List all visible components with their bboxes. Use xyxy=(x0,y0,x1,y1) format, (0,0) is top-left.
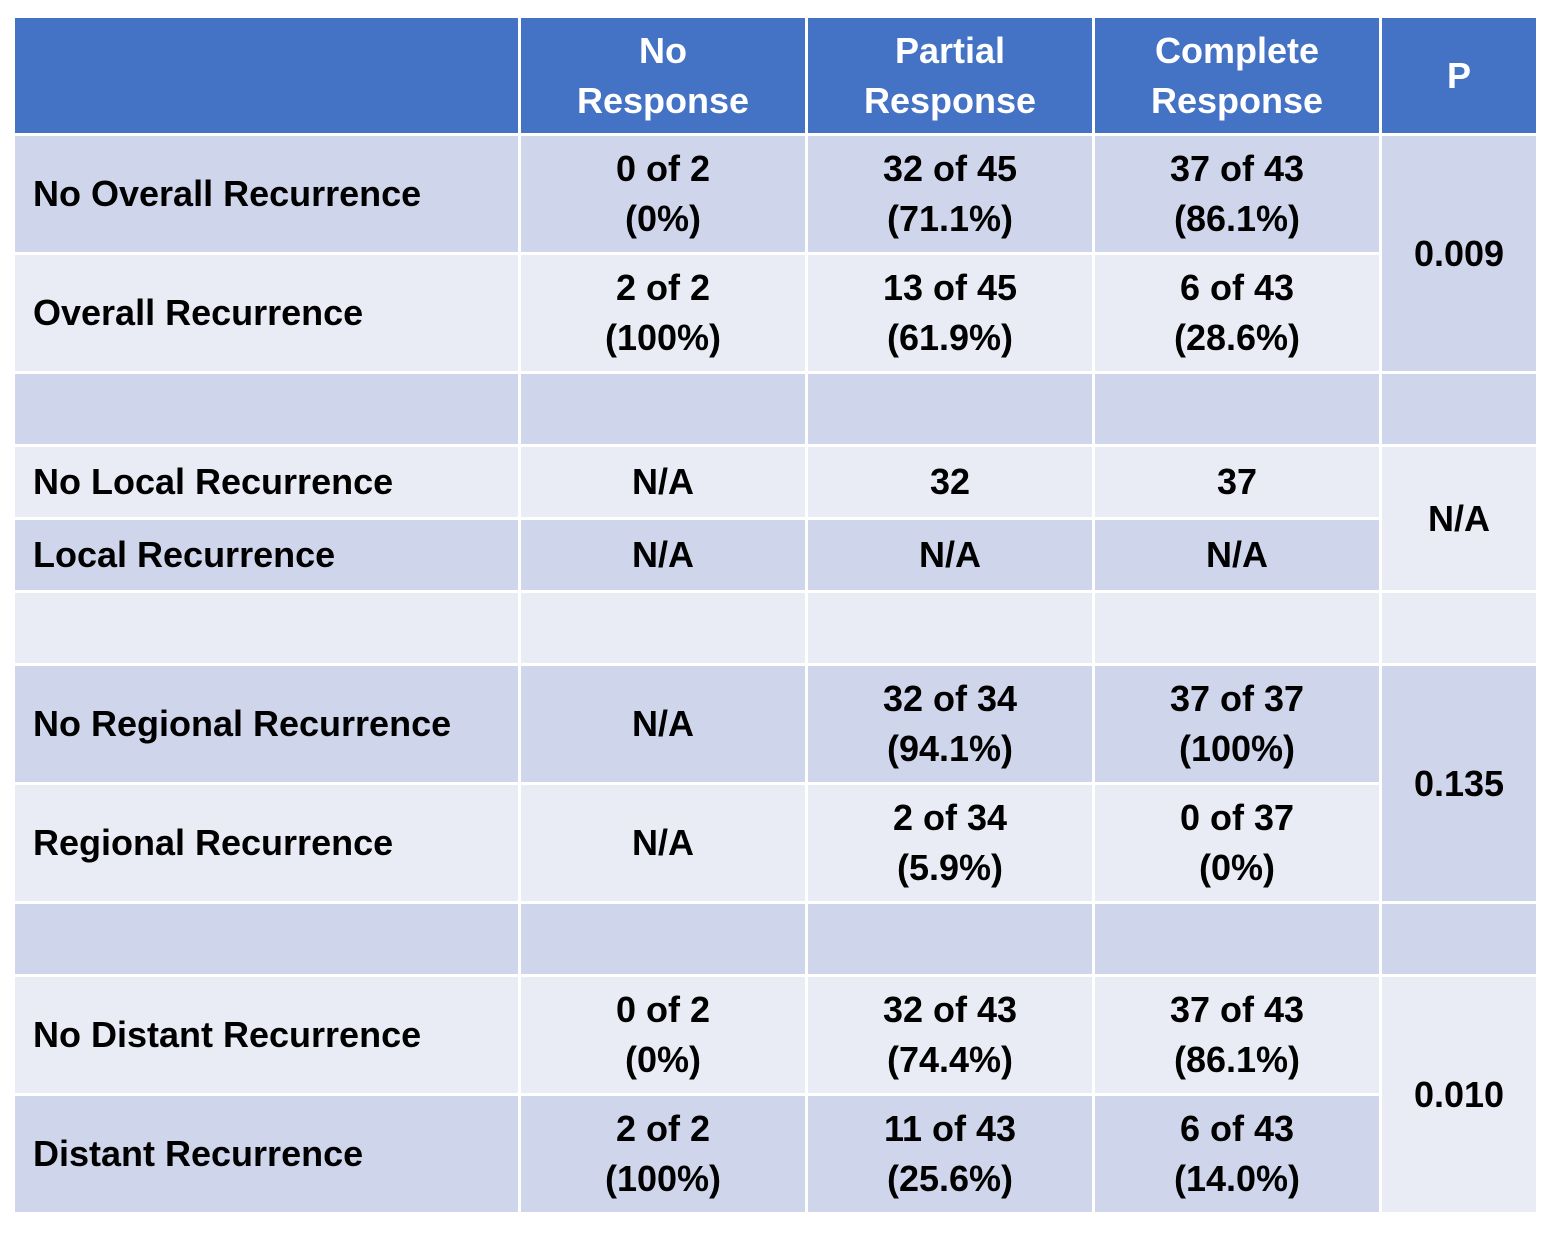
header-blank xyxy=(12,15,521,136)
table-row: Distant Recurrence 2 of 2 (100%) 11 of 4… xyxy=(12,1093,1538,1215)
partial-response-cell: 32 xyxy=(805,444,1095,520)
row-label: Local Recurrence xyxy=(12,517,521,593)
header-row: No Response Partial Response Complete Re… xyxy=(12,15,1539,136)
table-row: Overall Recurrence 2 of 2 (100%) 13 of 4… xyxy=(12,252,1538,374)
spacer-cell xyxy=(518,901,808,977)
complete-response-cell: 37 of 43 (86.1%) xyxy=(1092,974,1382,1096)
header-partial-response: Partial Response xyxy=(805,15,1095,136)
no-response-cell: N/A xyxy=(518,517,808,593)
complete-response-cell: 37 xyxy=(1092,444,1382,520)
partial-response-cell: 2 of 34 (5.9%) xyxy=(805,782,1095,904)
spacer-cell xyxy=(1379,901,1539,977)
complete-response-cell: 6 of 43 (14.0%) xyxy=(1092,1093,1382,1215)
spacer-cell xyxy=(518,590,808,666)
complete-response-cell: N/A xyxy=(1092,517,1382,593)
partial-response-cell: 32 of 45 (71.1%) xyxy=(805,133,1095,255)
recurrence-table: No Response Partial Response Complete Re… xyxy=(12,15,1539,1215)
spacer-cell xyxy=(805,901,1095,977)
row-label: No Local Recurrence xyxy=(12,444,521,520)
spacer-cell xyxy=(1379,590,1539,666)
partial-response-cell: 13 of 45 (61.9%) xyxy=(805,252,1095,374)
p-value-cell: 0.135 xyxy=(1379,663,1539,904)
partial-response-cell: 32 of 43 (74.4%) xyxy=(805,974,1095,1096)
row-label: No Distant Recurrence xyxy=(12,974,521,1096)
partial-response-cell: 11 of 43 (25.6%) xyxy=(805,1093,1095,1215)
spacer-cell xyxy=(1379,371,1539,447)
spacer-cell xyxy=(518,371,808,447)
partial-response-cell: N/A xyxy=(805,517,1095,593)
no-response-cell: N/A xyxy=(518,663,808,785)
header-p: P xyxy=(1379,15,1539,136)
spacer-cell xyxy=(1092,590,1382,666)
no-response-cell: 2 of 2 (100%) xyxy=(518,1093,808,1215)
no-response-cell: 0 of 2 (0%) xyxy=(518,974,808,1096)
no-response-cell: N/A xyxy=(518,782,808,904)
spacer-cell xyxy=(1092,371,1382,447)
table-row: No Regional Recurrence N/A 32 of 34 (94.… xyxy=(12,663,1539,904)
header-no-response: No Response xyxy=(518,15,808,136)
row-label: Regional Recurrence xyxy=(12,782,521,904)
spacer-row xyxy=(12,371,1539,447)
table-row: No Local Recurrence N/A 32 37 N/A xyxy=(12,444,1539,593)
spacer-cell xyxy=(12,901,521,977)
spacer-row xyxy=(12,901,1539,977)
partial-response-cell: 32 of 34 (94.1%) xyxy=(805,663,1095,785)
p-value-cell: N/A xyxy=(1379,444,1539,593)
row-label: No Overall Recurrence xyxy=(12,133,521,255)
table-row: Regional Recurrence N/A 2 of 34 (5.9%) 0… xyxy=(12,782,1538,904)
p-value-cell: 0.009 xyxy=(1379,133,1539,374)
row-label: No Regional Recurrence xyxy=(12,663,521,785)
spacer-cell xyxy=(1092,901,1382,977)
spacer-cell xyxy=(805,371,1095,447)
complete-response-cell: 37 of 43 (86.1%) xyxy=(1092,133,1382,255)
spacer-cell xyxy=(805,590,1095,666)
row-label: Distant Recurrence xyxy=(12,1093,521,1215)
table-row: No Overall Recurrence 0 of 2 (0%) 32 of … xyxy=(12,133,1539,374)
spacer-cell xyxy=(12,371,521,447)
no-response-cell: 2 of 2 (100%) xyxy=(518,252,808,374)
row-label: Overall Recurrence xyxy=(12,252,521,374)
spacer-cell xyxy=(12,590,521,666)
spacer-row xyxy=(12,590,1539,666)
no-response-cell: N/A xyxy=(518,444,808,520)
table-row: Local Recurrence N/A N/A N/A xyxy=(12,517,1538,593)
no-response-cell: 0 of 2 (0%) xyxy=(518,133,808,255)
complete-response-cell: 6 of 43 (28.6%) xyxy=(1092,252,1382,374)
complete-response-cell: 0 of 37 (0%) xyxy=(1092,782,1382,904)
header-complete-response: Complete Response xyxy=(1092,15,1382,136)
table-row: No Distant Recurrence 0 of 2 (0%) 32 of … xyxy=(12,974,1539,1215)
p-value-cell: 0.010 xyxy=(1379,974,1539,1215)
complete-response-cell: 37 of 37 (100%) xyxy=(1092,663,1382,785)
